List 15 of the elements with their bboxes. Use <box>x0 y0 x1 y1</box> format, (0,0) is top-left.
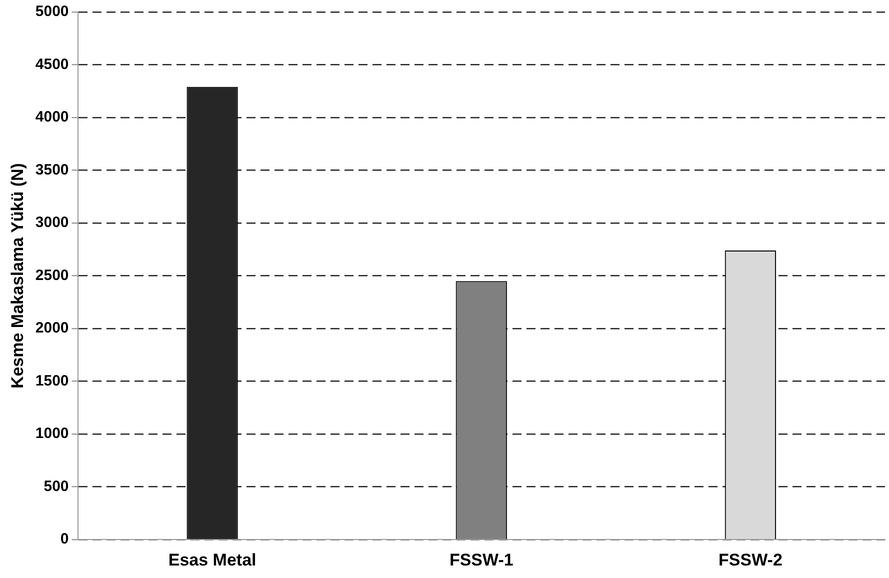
y-axis-title: Kesme Makaslama Yükü (N) <box>8 163 27 389</box>
y-tick-label: 500 <box>44 478 69 495</box>
y-tick-label: 4000 <box>35 108 69 126</box>
y-tick-label: 5000 <box>35 3 69 20</box>
x-tick-label: FSSW-1 <box>449 550 514 570</box>
y-tick-label: 0 <box>60 530 69 548</box>
y-tick-label: 1000 <box>35 425 69 442</box>
y-tick-label: 1500 <box>35 372 69 390</box>
y-tick-label: 3500 <box>35 161 69 178</box>
x-tick-label: FSSW-2 <box>718 550 782 570</box>
y-tick-label: 2500 <box>35 266 69 284</box>
y-tick-label: 4500 <box>35 56 69 73</box>
y-tick-label: 2000 <box>35 320 69 337</box>
y-tick-label: 3000 <box>35 214 69 232</box>
x-tick-label: Esas Metal <box>168 550 256 570</box>
